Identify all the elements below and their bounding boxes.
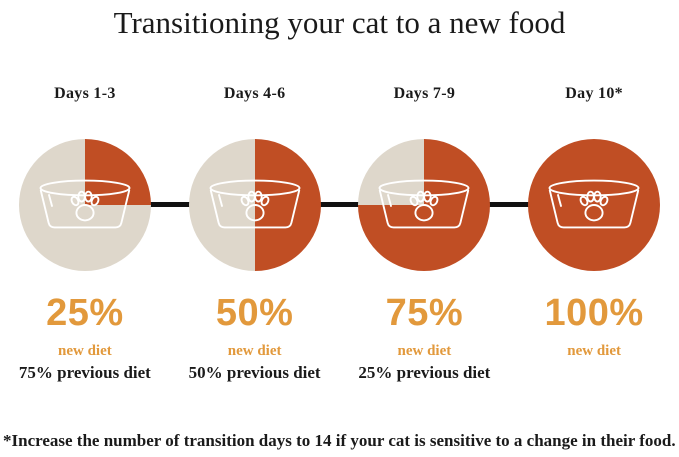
pet-bowl-paw-icon: [39, 180, 131, 229]
page-title: Transitioning your cat to a new food: [113, 5, 566, 40]
stage-column-day-10: Day 10* 100% new diet: [509, 85, 679, 383]
new-diet-label: new diet: [567, 343, 621, 360]
stages-row: Days 1-3 25% new diet 75% previous diet: [0, 85, 679, 383]
diet-pie-chart: [188, 139, 321, 272]
stage-label: Days 1-3: [54, 85, 116, 103]
pet-bowl-paw-icon: [378, 180, 470, 229]
new-diet-label: new diet: [58, 343, 112, 360]
stage-column-days-7-9: Days 7-9 75% new diet 25% previous diet: [340, 85, 510, 383]
stage-column-days-4-6: Days 4-6 50% new diet 50% previous diet: [170, 85, 340, 383]
pet-bowl-paw-icon: [548, 180, 640, 229]
new-diet-percent: 25%: [46, 292, 124, 335]
new-diet-percent: 50%: [215, 292, 294, 335]
previous-diet-label: 50% previous diet: [188, 362, 321, 382]
new-diet-percent: 100%: [544, 292, 644, 335]
previous-diet-label: 25% previous diet: [358, 362, 491, 382]
stage-label: Days 4-6: [223, 85, 286, 103]
footnote: *Increase the number of transition days …: [3, 431, 676, 450]
pet-bowl-paw-icon: [209, 180, 301, 229]
timeline-connector-line: [85, 202, 594, 208]
stage-label: Days 7-9: [393, 85, 456, 103]
diet-pie-chart: [18, 139, 151, 272]
diet-pie-chart: [358, 139, 491, 272]
new-diet-percent: 75%: [385, 292, 464, 335]
diet-pie-chart: [528, 139, 661, 272]
new-diet-label: new diet: [227, 343, 282, 360]
stage-column-days-1-3: Days 1-3 25% new diet 75% previous diet: [0, 85, 170, 383]
new-diet-label: new diet: [397, 343, 452, 360]
previous-diet-label: 75% previous diet: [18, 362, 151, 382]
stage-label: Day 10*: [565, 85, 623, 103]
